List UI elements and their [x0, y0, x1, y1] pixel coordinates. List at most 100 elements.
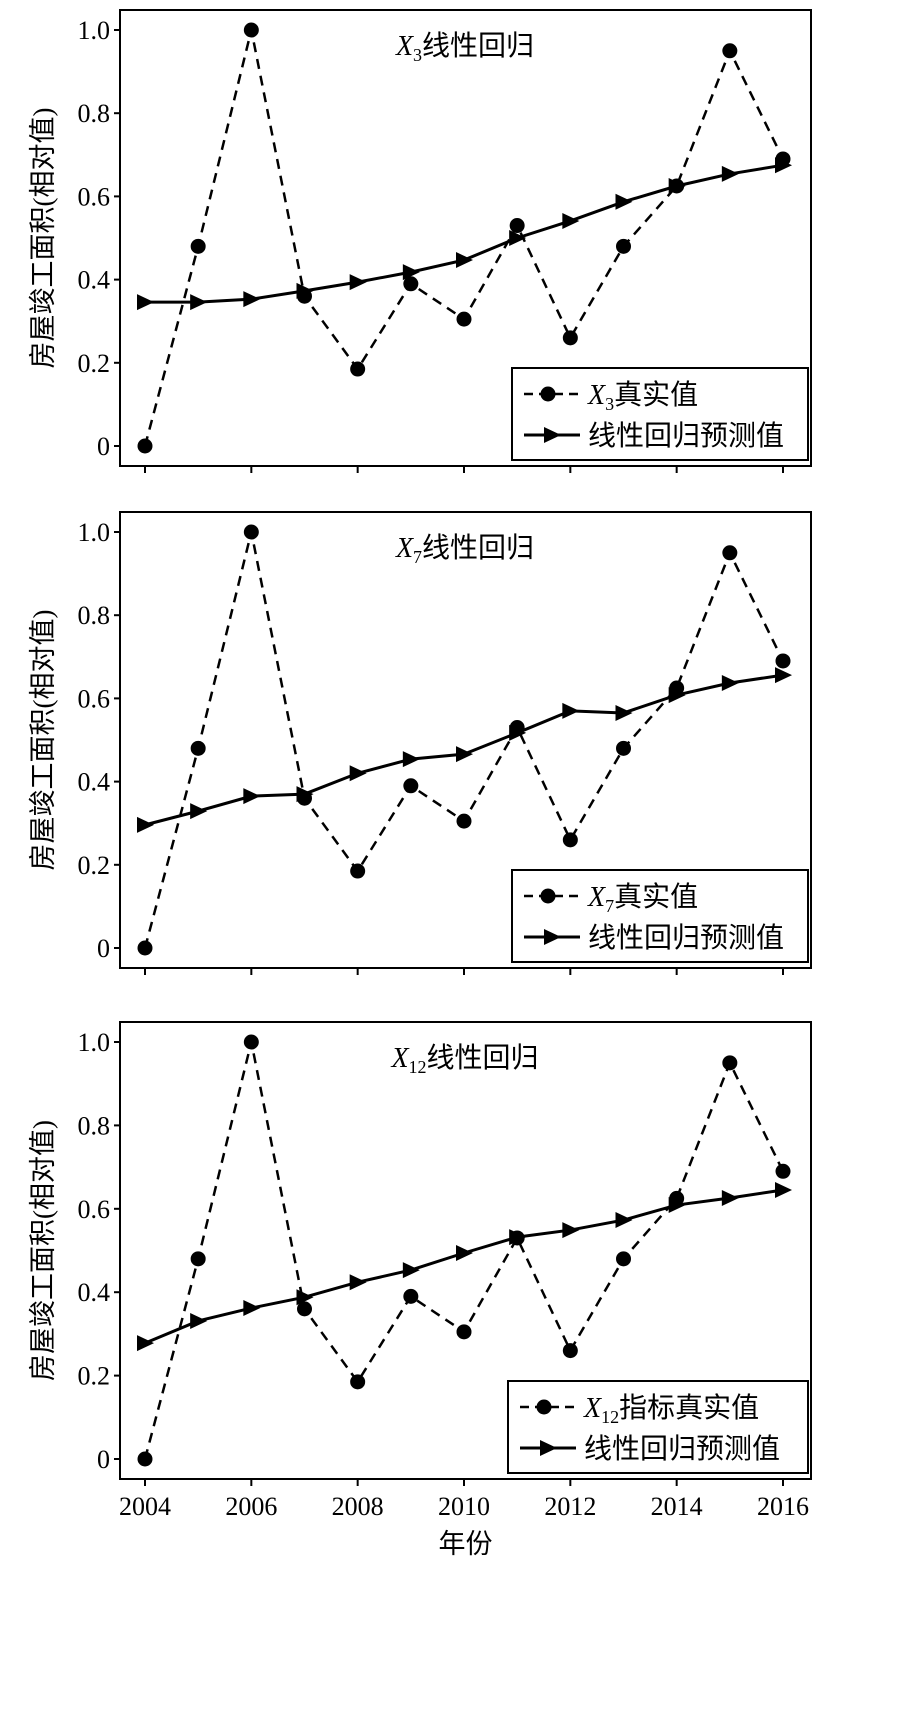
y-tick-label: 1.0 [78, 16, 111, 45]
data-point-triangle [668, 687, 686, 704]
data-point-circle [403, 276, 419, 292]
data-point-circle [403, 1288, 419, 1304]
data-point-triangle [775, 1182, 792, 1199]
data-point-circle [190, 238, 206, 254]
legend-label: X12指标真实值 [583, 1392, 759, 1427]
label-text: 线性回归预测值 [588, 420, 784, 452]
label-text: 真实值 [614, 379, 698, 411]
y-axis-label: 房屋竣工面积(相对值) [28, 610, 58, 871]
variable-subscript: 12 [601, 1407, 619, 1427]
y-tick-label: 1.0 [78, 518, 111, 547]
data-point-circle [509, 218, 525, 234]
data-point-triangle [456, 252, 473, 269]
data-point-triangle [402, 1262, 420, 1279]
subplot-title: X12线性回归 [390, 1042, 538, 1077]
x-axis-label: 年份 [439, 1529, 493, 1559]
data-point-triangle [402, 751, 420, 768]
data-point-circle [775, 1163, 791, 1179]
y-tick-label: 1.0 [78, 1028, 111, 1057]
data-point-triangle [721, 1189, 739, 1206]
series-line-predicted [145, 163, 784, 304]
legend-box [511, 869, 809, 963]
data-point-circle [137, 1451, 153, 1467]
data-point-triangle [137, 816, 154, 833]
x-tick-label: 2012 [544, 1492, 596, 1521]
plot-frame [119, 1021, 812, 1480]
y-tick-label: 0 [97, 934, 110, 963]
x-tick-label: 2006 [225, 1492, 277, 1521]
y-tick-label: 0.6 [78, 182, 111, 211]
variable-symbol: X [395, 31, 414, 62]
data-point-triangle [562, 702, 580, 719]
data-point-circle [775, 653, 791, 669]
variable-subscript: 12 [409, 1057, 427, 1077]
legend-marker-circle [540, 888, 556, 904]
data-point-circle [350, 361, 366, 377]
variable-symbol: X [587, 380, 606, 411]
data-point-circle [722, 545, 738, 561]
data-point-triangle [349, 274, 367, 291]
legend-marker-circle [536, 1399, 552, 1415]
legend-box [511, 367, 809, 461]
y-axis-label: 房屋竣工面积(相对值) [28, 108, 58, 369]
legend-label: X7真实值 [587, 881, 698, 916]
data-point-circle [722, 43, 738, 59]
data-point-triangle [721, 675, 739, 692]
label-text: 线性回归预测值 [588, 922, 784, 954]
legend-marker-circle [540, 386, 556, 402]
data-point-circle [297, 1301, 312, 1317]
y-tick-label: 0.2 [78, 1362, 111, 1391]
x-tick-label: 2010 [438, 1492, 490, 1521]
data-point-circle [616, 740, 631, 756]
data-point-triangle [562, 1222, 580, 1239]
data-point-circle [190, 1251, 206, 1267]
data-point-circle [137, 438, 153, 454]
subplot-title: X7线性回归 [395, 532, 534, 567]
y-tick-label: 0.8 [78, 601, 111, 630]
x-tick-label: 2014 [651, 1492, 703, 1521]
legend-label: 线性回归预测值 [588, 922, 784, 954]
label-text: 线性回归预测值 [584, 1433, 780, 1465]
data-point-triangle [615, 1212, 633, 1229]
data-point-triangle [456, 746, 473, 763]
subplot-2: 00.20.40.60.81.0房屋竣工面积(相对值)X7线性回归X7真实值线性… [28, 511, 812, 975]
data-point-triangle [296, 786, 314, 803]
legend-box [507, 1380, 809, 1474]
y-tick-label: 0.4 [78, 1278, 111, 1307]
data-point-triangle [721, 165, 739, 182]
data-point-triangle [190, 1312, 208, 1329]
data-point-triangle [190, 803, 208, 820]
legend-label: X3真实值 [587, 379, 698, 414]
label-text: 线性回归 [422, 30, 534, 62]
y-tick-label: 0.6 [78, 1195, 111, 1224]
data-point-circle [456, 311, 472, 327]
subplot-1: 00.20.40.60.81.0房屋竣工面积(相对值)X3线性回归X3真实值线性… [28, 9, 812, 473]
variable-symbol: X [390, 1043, 409, 1074]
data-point-circle [616, 238, 631, 254]
data-point-circle [350, 863, 366, 879]
data-point-triangle [456, 1245, 473, 1262]
data-point-triangle [615, 193, 633, 210]
y-tick-label: 0 [97, 1445, 110, 1474]
y-tick-label: 0.8 [78, 1111, 111, 1140]
legend-marker-triangle [544, 929, 561, 945]
series-line-predicted [144, 1188, 784, 1345]
data-point-circle [137, 940, 153, 956]
data-point-triangle [296, 282, 314, 299]
subplot-title: X3线性回归 [395, 30, 534, 65]
data-point-triangle [243, 291, 261, 308]
legend-marker-triangle [540, 1440, 557, 1456]
data-point-triangle [137, 1335, 154, 1352]
legend-label: 线性回归预测值 [588, 420, 784, 452]
data-point-circle [562, 832, 578, 848]
y-tick-label: 0.4 [78, 266, 111, 295]
label-text: 线性回归 [422, 532, 534, 564]
data-point-triangle [775, 157, 792, 174]
data-point-circle [456, 813, 472, 829]
y-axis-label: 房屋竣工面积(相对值) [28, 1120, 58, 1381]
data-point-triangle [562, 212, 580, 229]
y-tick-label: 0.2 [78, 349, 111, 378]
